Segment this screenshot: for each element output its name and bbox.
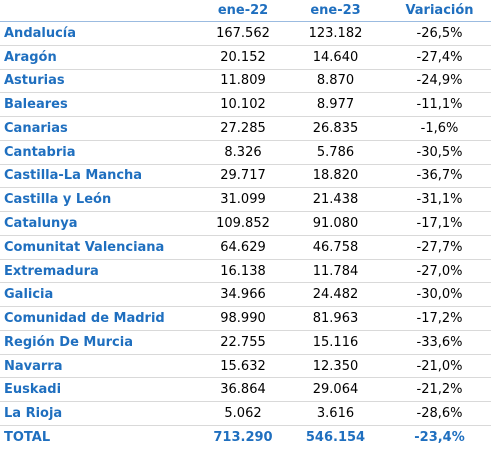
table-row: Canarias 27.285 26.835 -1,6% [0, 116, 491, 141]
header-row: ene-22 ene-23 Variación [0, 0, 491, 22]
cell: 27.285 [203, 116, 283, 141]
table-row: Catalunya 109.852 91.080 -17,1% [0, 211, 491, 236]
cell: 15.632 [203, 354, 283, 379]
corner-cell [0, 0, 203, 22]
cell: -33,6% [388, 330, 491, 355]
cell: -27,7% [388, 235, 491, 260]
column-header: ene-22 [203, 0, 283, 22]
table-row: Andalucía 167.562 123.182 -26,5% [0, 21, 491, 46]
table-row: Asturias 11.809 8.870 -24,9% [0, 69, 491, 94]
cell: -28,6% [388, 401, 491, 427]
row-label: Cantabria [0, 140, 203, 165]
row-label: Comunidad de Madrid [0, 306, 203, 331]
table-row: Aragón 20.152 14.640 -27,4% [0, 45, 491, 70]
table-row: Comunidad de Madrid 98.990 81.963 -17,2% [0, 306, 491, 331]
table-row: Castilla y León 31.099 21.438 -31,1% [0, 187, 491, 213]
table-body: Andalucía 167.562 123.182 -26,5% Aragón 20.15… [0, 21, 491, 449]
cell: 3.616 [283, 401, 388, 427]
total-row: TOTAL 713.290 546.154 -23,4% [0, 425, 491, 449]
table-row: Galicia 34.966 24.482 -30,0% [0, 282, 491, 308]
row-label: La Rioja [0, 401, 203, 427]
cell: 21.438 [283, 187, 388, 213]
cell: 98.990 [203, 306, 283, 331]
cell: 5.062 [203, 401, 283, 427]
cell: 46.758 [283, 235, 388, 260]
row-label: Baleares [0, 92, 203, 118]
cell: -1,6% [388, 116, 491, 141]
cell: 29.717 [203, 164, 283, 189]
cell: -24,9% [388, 69, 491, 94]
cell: 81.963 [283, 306, 388, 331]
cell: 34.966 [203, 282, 283, 308]
cell: -17,1% [388, 211, 491, 236]
cell: 20.152 [203, 45, 283, 70]
cell: -30,5% [388, 140, 491, 165]
cell: -36,7% [388, 164, 491, 189]
cell: 18.820 [283, 164, 388, 189]
table-row: La Rioja 5.062 3.616 -28,6% [0, 401, 491, 427]
row-label: Galicia [0, 282, 203, 308]
cell: 14.640 [283, 45, 388, 70]
cell: -21,2% [388, 377, 491, 403]
table-row: Extremadura 16.138 11.784 -27,0% [0, 259, 491, 284]
row-label: Comunitat Valenciana [0, 235, 203, 260]
cell: 713.290 [203, 425, 283, 449]
cell: 12.350 [283, 354, 388, 379]
row-label: Catalunya [0, 211, 203, 236]
cell: -31,1% [388, 187, 491, 213]
cell: 11.784 [283, 259, 388, 284]
cell: 29.064 [283, 377, 388, 403]
cell: 31.099 [203, 187, 283, 213]
table-row: Región De Murcia 22.755 15.116 -33,6% [0, 330, 491, 355]
row-label: Región De Murcia [0, 330, 203, 355]
cell: 5.786 [283, 140, 388, 165]
cell: 109.852 [203, 211, 283, 236]
cell: 91.080 [283, 211, 388, 236]
cell: 8.326 [203, 140, 283, 165]
cell: -23,4% [388, 425, 491, 449]
row-label: Asturias [0, 69, 203, 94]
row-label: Aragón [0, 45, 203, 70]
row-label: Andalucía [0, 21, 203, 46]
cell: 167.562 [203, 21, 283, 46]
cell: -11,1% [388, 92, 491, 118]
cell: -26,5% [388, 21, 491, 46]
cell: -30,0% [388, 282, 491, 308]
row-label: TOTAL [0, 425, 203, 449]
cell: 11.809 [203, 69, 283, 94]
cell: 123.182 [283, 21, 388, 46]
table-row: Baleares 10.102 8.977 -11,1% [0, 92, 491, 118]
cell: 8.870 [283, 69, 388, 94]
column-header: ene-23 [283, 0, 388, 22]
cell: 36.864 [203, 377, 283, 403]
cell: 24.482 [283, 282, 388, 308]
cell: 15.116 [283, 330, 388, 355]
row-label: Extremadura [0, 259, 203, 284]
table-row: Cantabria 8.326 5.786 -30,5% [0, 140, 491, 165]
cell: -27,0% [388, 259, 491, 284]
table-row: Castilla-La Mancha 29.717 18.820 -36,7% [0, 164, 491, 189]
row-label: Canarias [0, 116, 203, 141]
column-header: Variación [388, 0, 491, 22]
row-label: Navarra [0, 354, 203, 379]
row-label: Castilla y León [0, 187, 203, 213]
cell: -17,2% [388, 306, 491, 331]
table-row: Euskadi 36.864 29.064 -21,2% [0, 377, 491, 403]
cell: -27,4% [388, 45, 491, 70]
cell: -21,0% [388, 354, 491, 379]
cell: 26.835 [283, 116, 388, 141]
table-row: Navarra 15.632 12.350 -21,0% [0, 354, 491, 379]
cell: 546.154 [283, 425, 388, 449]
cell: 22.755 [203, 330, 283, 355]
row-label: Castilla-La Mancha [0, 164, 203, 189]
cell: 10.102 [203, 92, 283, 118]
table-row: Comunitat Valenciana 64.629 46.758 -27,7% [0, 235, 491, 260]
row-label: Euskadi [0, 377, 203, 403]
cell: 8.977 [283, 92, 388, 118]
cell: 16.138 [203, 259, 283, 284]
cell: 64.629 [203, 235, 283, 260]
